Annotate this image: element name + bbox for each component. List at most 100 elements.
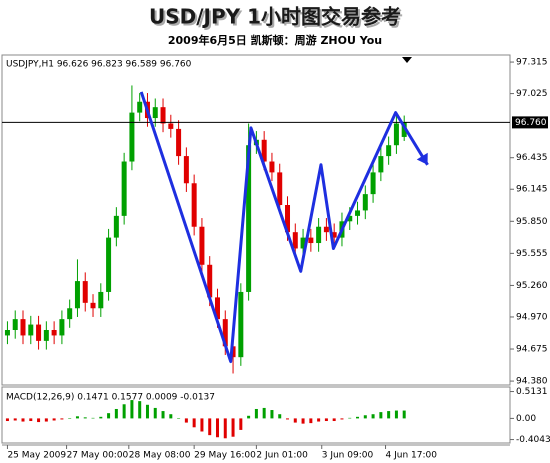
macd-bar [231,418,235,437]
y-tick-label: 94.380 [516,377,548,387]
zigzag-line [139,91,429,364]
candle-body [292,232,298,249]
candle-body [191,183,197,227]
candle-body [168,123,174,129]
candle-body [106,237,112,292]
y-tick-label: 95.850 [516,217,548,227]
macd-bar [348,417,352,419]
macd-bar [340,418,344,420]
macd-bar [317,418,321,422]
candle-body [90,302,96,309]
candle-body [207,264,213,298]
macd-bar [270,410,274,419]
macd-bar [99,416,103,419]
macd-bar [13,418,17,421]
macd-bar [75,416,79,419]
y-tick-label: 97.315 [516,58,548,68]
macd-bar [192,418,196,428]
macd-bar [278,414,282,419]
macd-bar [363,415,367,419]
current-price-label: 96.760 [515,118,547,128]
macd-bar [301,418,305,424]
candle-body [183,156,189,184]
macd-bar [215,418,219,438]
macd-bar [332,418,336,422]
x-tick-label: 27 May 00:00 [67,451,129,461]
macd-bar [122,404,126,419]
y-tick-label: 96.435 [516,153,548,163]
candle-body [316,226,322,244]
candle-body [67,308,73,320]
candle-body [51,330,57,336]
macd-bar [394,410,398,419]
macd-bar [5,418,9,422]
candle-body [160,107,166,124]
candle-body [199,226,205,265]
candle-body [82,281,88,303]
candle-body [362,194,368,211]
macd-bar [37,418,41,423]
macd-bar [21,418,25,422]
x-tick-label: 4 Jun 17:00 [386,451,438,461]
macd-bar [83,417,87,419]
candle-body [59,319,65,336]
macd-bar [107,413,111,419]
macd-bar [130,400,134,419]
candle-body [12,319,18,330]
candle-body [323,226,329,233]
macd-bar [387,411,391,419]
candle-body [28,324,34,336]
candle-body [355,210,361,216]
shift-marker [402,57,412,63]
macd-bar [286,418,290,420]
candle-body [378,156,384,173]
x-tick-label: 3 Jun 09:00 [322,451,374,461]
candle-body [401,122,407,137]
y-tick-label: 94.675 [516,345,548,355]
macd-bar [52,418,56,421]
chart-title-shadow: USD/JPY 1小时图交易参考 [151,7,403,31]
macd-y-tick-label: 0.00 [516,414,536,424]
candle-body [370,172,376,195]
candle-body [285,205,291,233]
y-tick-label: 94.970 [516,312,548,322]
macd-bar [169,414,173,419]
candle-body [386,145,392,157]
macd-bar [138,401,142,419]
y-tick-label: 96.145 [516,185,548,195]
candle-body [121,161,127,216]
macd-bar [371,414,375,419]
candle-body [269,161,275,173]
candle-body [137,101,143,113]
macd-bar [254,408,258,419]
macd-bar [379,412,383,419]
candle-body [74,281,80,309]
macd-bar [44,418,48,422]
current-price-box [512,116,548,129]
candle-body [214,297,220,320]
macd-bar [91,417,95,419]
candle-body [331,232,337,238]
macd-bar [161,411,165,419]
candle-body [300,237,306,249]
candle-body [277,172,283,205]
info-label: USDJPY,H1 96.626 96.823 96.589 96.760 [6,60,192,70]
price-panel [1,54,511,386]
macd-bar [145,404,149,419]
macd-bar [60,418,64,420]
candle-body [36,324,42,341]
macd-bar [402,410,406,419]
x-tick-label: 25 May 2009 [7,451,66,461]
candle-body [347,215,353,222]
macd-bar [29,418,33,422]
y-tick-label: 95.555 [516,249,548,259]
chart-subtitle: 2009年6月5日 凯斯顿：周游 ZHOU You [168,33,382,47]
macd-y-tick-label: 0.5131 [516,387,548,397]
candle-body [246,145,252,292]
candle-body [222,319,228,347]
macd-bar [239,418,243,430]
macd-bar [247,415,251,419]
x-tick-label: 28 May 08:00 [129,451,191,461]
macd-bar [208,418,212,436]
candle-body [98,291,104,309]
